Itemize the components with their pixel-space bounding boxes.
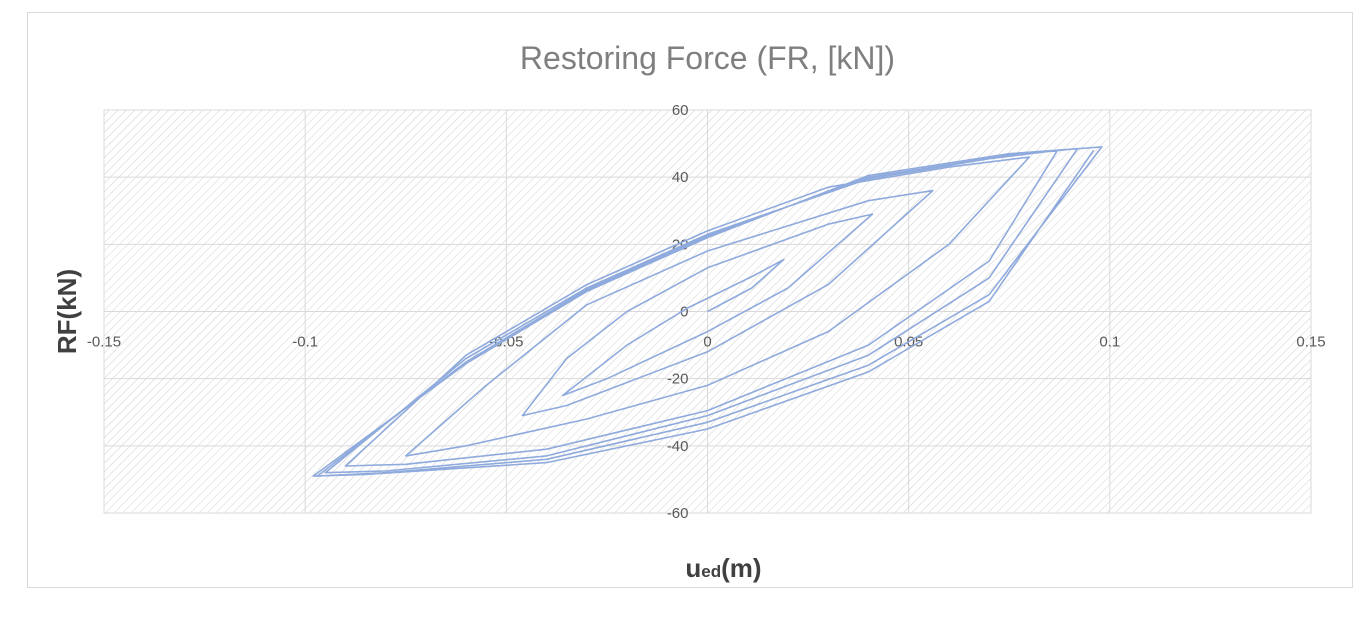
x-axis-title: ued(m) — [685, 553, 761, 583]
y-tick-label: -20 — [667, 371, 689, 388]
x-tick-label: -0.15 — [87, 334, 121, 351]
x-tick-label: -0.1 — [292, 334, 318, 351]
x-axis-title-sub: ed — [701, 562, 721, 581]
y-tick-label: 40 — [672, 169, 689, 186]
x-tick-label: 0.15 — [1296, 334, 1325, 351]
x-tick-label: 0.1 — [1099, 334, 1120, 351]
x-tick-label: -0.05 — [489, 334, 523, 351]
y-tick-label: -40 — [667, 438, 689, 455]
y-axis-title: RF(kN) — [52, 269, 82, 354]
hysteresis-series-line — [312, 146, 1103, 477]
x-axis-title-unit: (m) — [721, 553, 761, 583]
chart-area: 60 40 20 0 -20 -40 -60 -0.15 -0.1 -0.05 0 0.05 0.1 0.… — [27, 12, 1353, 588]
x-axis-title-main: u — [685, 553, 701, 583]
gridlines — [103, 109, 1312, 514]
x-tick-label: 0 — [703, 334, 711, 351]
y-tick-label: -60 — [667, 505, 689, 522]
chart-title: Restoring Force (FR, [kN]) — [520, 40, 895, 76]
y-tick-label: 60 — [672, 102, 689, 119]
series-layer — [312, 146, 1103, 477]
y-tick-label: 0 — [680, 304, 688, 321]
